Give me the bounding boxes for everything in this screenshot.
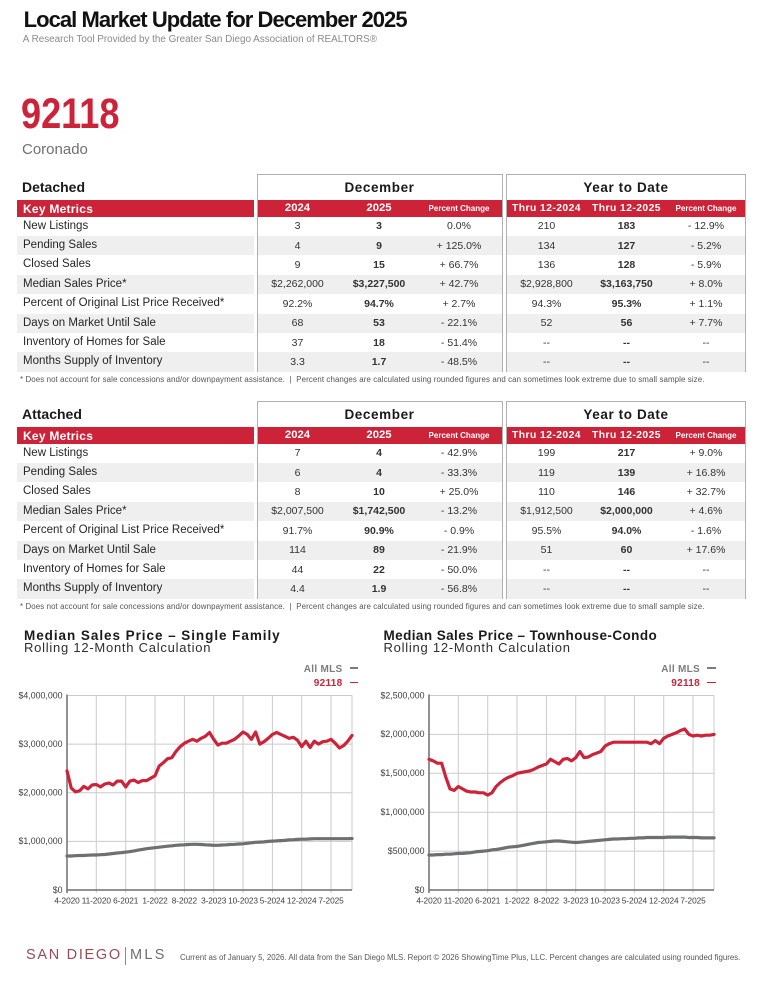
svg-text:7-2025: 7-2025 xyxy=(318,896,344,906)
svg-text:5-2024: 5-2024 xyxy=(622,896,648,906)
svg-text:$4,000,000: $4,000,000 xyxy=(18,690,62,700)
svg-text:10-2023: 10-2023 xyxy=(228,896,258,906)
svg-text:$1,000,000: $1,000,000 xyxy=(380,807,424,817)
svg-text:11-2020: 11-2020 xyxy=(82,896,112,906)
svg-text:6-2021: 6-2021 xyxy=(113,896,139,906)
svg-text:4-2020: 4-2020 xyxy=(416,896,442,906)
svg-text:1-2022: 1-2022 xyxy=(142,896,168,906)
svg-text:11-2020: 11-2020 xyxy=(444,896,474,906)
svg-text:$0: $0 xyxy=(53,885,63,895)
svg-text:$0: $0 xyxy=(415,885,425,895)
svg-text:$2,000,000: $2,000,000 xyxy=(380,729,424,739)
svg-text:6-2021: 6-2021 xyxy=(475,896,501,906)
svg-text:8-2022: 8-2022 xyxy=(534,896,560,906)
svg-text:3-2023: 3-2023 xyxy=(201,896,227,906)
svg-text:8-2022: 8-2022 xyxy=(172,896,198,906)
svg-text:10-2023: 10-2023 xyxy=(590,896,620,906)
svg-text:$3,000,000: $3,000,000 xyxy=(18,739,62,749)
svg-text:$1,500,000: $1,500,000 xyxy=(380,768,424,778)
svg-text:$500,000: $500,000 xyxy=(388,846,425,856)
svg-text:1-2022: 1-2022 xyxy=(504,896,530,906)
svg-text:3-2023: 3-2023 xyxy=(563,896,589,906)
svg-text:$1,000,000: $1,000,000 xyxy=(18,836,62,846)
svg-text:5-2024: 5-2024 xyxy=(260,896,286,906)
svg-text:4-2020: 4-2020 xyxy=(54,896,80,906)
svg-text:12-2024: 12-2024 xyxy=(649,896,679,906)
svg-text:12-2024: 12-2024 xyxy=(287,896,317,906)
svg-text:7-2025: 7-2025 xyxy=(680,896,706,906)
svg-text:$2,000,000: $2,000,000 xyxy=(18,788,62,798)
svg-text:$2,500,000: $2,500,000 xyxy=(380,690,424,700)
